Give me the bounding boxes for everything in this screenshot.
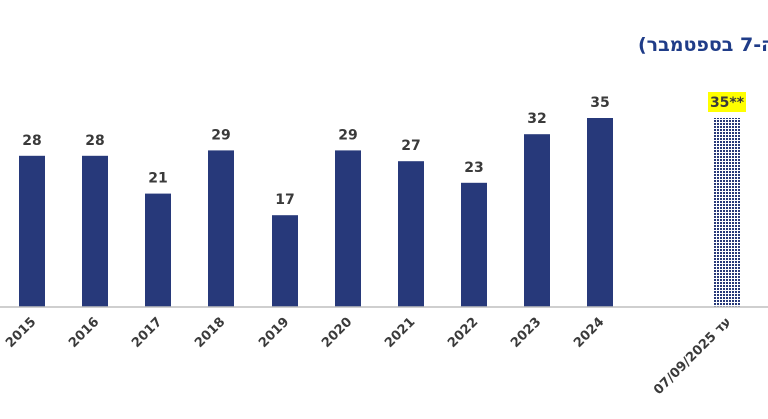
x-tick-label-2021: 2021: [382, 315, 418, 351]
data-label-2022: 23: [464, 160, 483, 176]
bar-2015: [19, 155, 45, 307]
x-tick-label-2019: 2019: [256, 315, 292, 351]
x-tick-label-2022: 2022: [445, 315, 481, 351]
bar-2017: [145, 193, 171, 307]
bars-layer: [19, 118, 740, 307]
data-label-2021: 27: [401, 138, 420, 154]
bar-2023: [524, 134, 550, 307]
labels-layer: 28 2015 28 2016 21 2017 29 2018 17 2019 29 2020 27 20…: [3, 92, 746, 398]
x-tick-label-2017: 2017: [129, 315, 165, 351]
data-label-2020: 29: [338, 127, 357, 143]
bar-2025: [714, 118, 740, 307]
bar-2019: [272, 215, 298, 307]
bar-2021: [398, 161, 424, 307]
data-label-2018: 29: [211, 127, 230, 143]
chart-title: תרשים 1: קורבנות רצח נשים, 2025–2015 (עד…: [638, 34, 768, 56]
data-label-2019: 17: [275, 192, 294, 208]
bar-2018: [208, 150, 234, 307]
x-tick-label-2018: 2018: [192, 315, 228, 351]
bar-2024: [587, 118, 613, 307]
bar-2016: [82, 155, 108, 307]
data-label-2023: 32: [527, 111, 546, 127]
data-label-2016: 28: [85, 133, 104, 149]
x-tick-label-2024: 2024: [571, 315, 607, 351]
x-tick-label-2020: 2020: [319, 315, 355, 351]
x-tick-label-2023: 2023: [508, 315, 544, 351]
data-label-2024: 35: [590, 95, 609, 111]
data-label-2015: 28: [22, 133, 41, 149]
data-label-2025: 35**: [710, 95, 745, 111]
data-label-2017: 21: [148, 171, 167, 187]
x-tick-label-2025: עד 07/09/2025: [651, 315, 734, 398]
bar-2022: [461, 182, 487, 307]
highlight-label-background: [708, 92, 746, 112]
bar-2020: [335, 150, 361, 307]
x-tick-label-2016: 2016: [66, 315, 102, 351]
x-tick-label-2015: 2015: [3, 315, 39, 351]
